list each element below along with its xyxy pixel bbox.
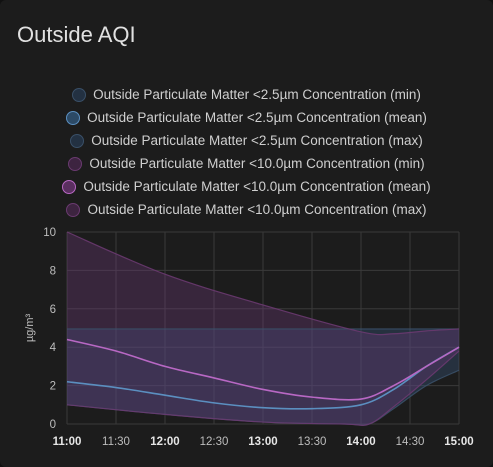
x-tick-label: 13:30 <box>298 436 327 448</box>
legend-item-pm10-min[interactable]: Outside Particulate Matter <10.0µm Conce… <box>0 152 493 175</box>
card-title: Outside AQI <box>17 22 136 47</box>
chart-lines <box>66 231 460 426</box>
y-tick-label: 4 <box>50 342 57 354</box>
x-tick-label: 12:00 <box>150 436 179 448</box>
line-pm10-max <box>66 231 460 336</box>
y-tick-label: 6 <box>50 304 56 316</box>
legend-item-pm25-max[interactable]: Outside Particulate Matter <2.5µm Concen… <box>0 129 493 152</box>
x-tick-label: 12:30 <box>200 436 229 448</box>
x-tick-label: 11:30 <box>102 436 130 448</box>
x-tick-label: 13:00 <box>248 436 277 448</box>
y-tick-label: 10 <box>43 227 56 239</box>
legend-label: Outside Particulate Matter <2.5µm Concen… <box>91 133 423 148</box>
x-axis-ticks: 11:00 11:30 12:00 12:30 13:00 13:30 14:00 14:30… <box>53 436 474 448</box>
legend-swatch-pm10-max <box>66 202 81 217</box>
legend-label: Outside Particulate Matter <2.5µm Concen… <box>93 87 421 102</box>
y-tick-label: 0 <box>50 419 56 431</box>
x-tick-label: 14:00 <box>346 436 375 448</box>
legend-item-pm10-mean[interactable]: Outside Particulate Matter <10.0µm Conce… <box>0 175 493 198</box>
legend-label: Outside Particulate Matter <10.0µm Conce… <box>83 179 431 194</box>
line-pm25-mean <box>66 346 460 410</box>
y-axis-label: µg/m³ <box>24 313 36 342</box>
legend-swatch-pm25-max <box>70 133 85 148</box>
chart-legend: Outside Particulate Matter <2.5µm Concen… <box>0 83 493 221</box>
legend-item-pm25-min[interactable]: Outside Particulate Matter <2.5µm Concen… <box>0 83 493 106</box>
legend-swatch-pm25-min <box>72 87 87 102</box>
x-tick-label: 11:00 <box>53 436 82 448</box>
y-tick-label: 2 <box>50 381 56 393</box>
band-pm25 <box>67 328 459 426</box>
legend-item-pm10-max[interactable]: Outside Particulate Matter <10.0µm Conce… <box>0 198 493 221</box>
chart-grid <box>66 231 460 425</box>
legend-swatch-pm25-mean <box>66 110 81 125</box>
legend-item-pm25-mean[interactable]: Outside Particulate Matter <2.5µm Concen… <box>0 106 493 129</box>
line-pm10-mean <box>66 338 460 401</box>
line-pm10-min <box>66 350 460 426</box>
x-tick-label: 15:00 <box>444 436 473 448</box>
legend-label: Outside Particulate Matter <2.5µm Concen… <box>87 110 427 125</box>
y-tick-label: 8 <box>50 265 56 277</box>
legend-label: Outside Particulate Matter <10.0µm Conce… <box>87 202 427 217</box>
legend-swatch-pm10-mean <box>62 179 77 194</box>
legend-label: Outside Particulate Matter <10.0µm Conce… <box>89 156 425 171</box>
y-axis-ticks: 0 2 4 6 8 10 <box>43 227 56 431</box>
legend-swatch-pm10-min <box>68 156 83 171</box>
x-tick-label: 14:30 <box>396 436 425 448</box>
